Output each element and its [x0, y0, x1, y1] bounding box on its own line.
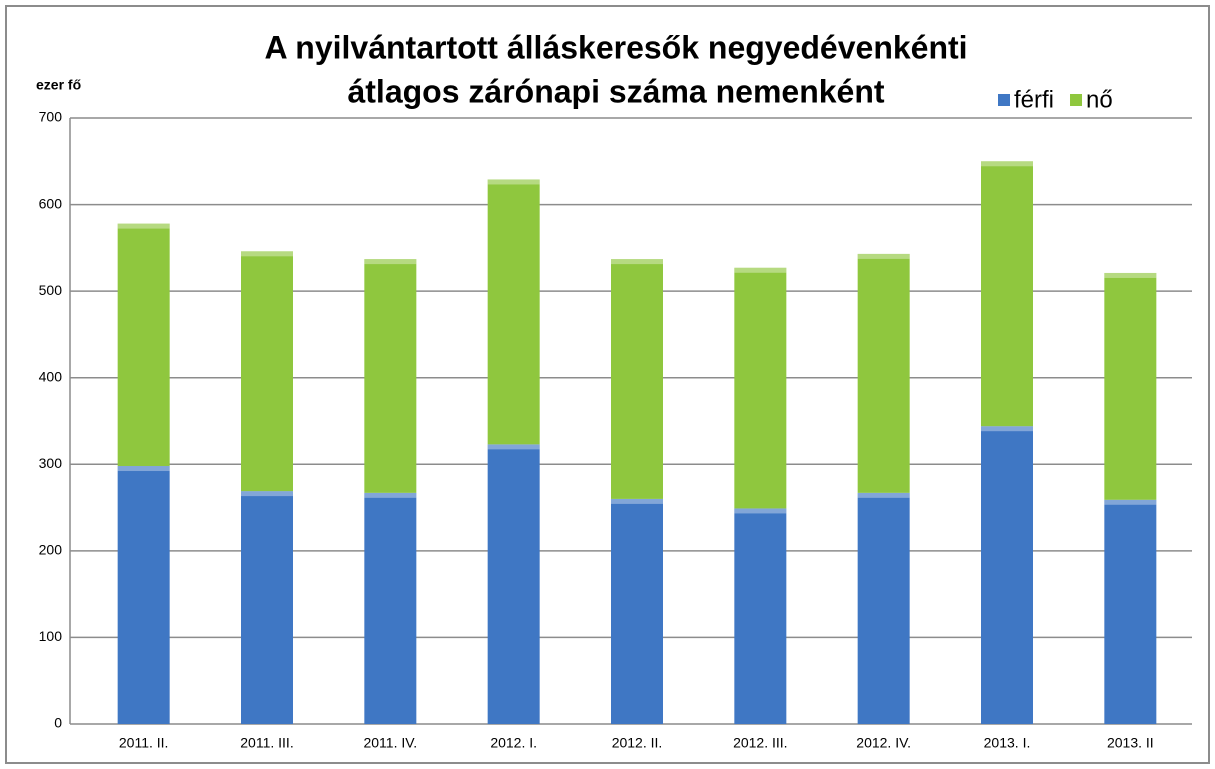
- x-tick-label: 2012. III.: [733, 735, 787, 751]
- bar-highlight: [857, 492, 910, 498]
- bar-segment: [981, 426, 1033, 724]
- x-tick-label: 2012. IV.: [856, 735, 911, 751]
- x-tick-label: 2013. I.: [984, 735, 1031, 751]
- bar-segment: [611, 259, 663, 499]
- x-tick-label: 2012. II.: [612, 735, 663, 751]
- x-tick-label: 2011. III.: [240, 735, 293, 751]
- bar-highlight: [734, 267, 787, 273]
- bar-highlight: [611, 498, 663, 504]
- bar-segment: [611, 498, 663, 724]
- bar-highlight: [981, 426, 1033, 432]
- legend-swatch: [998, 94, 1010, 106]
- bar-highlight: [241, 251, 293, 257]
- bar-segment: [734, 267, 787, 509]
- y-tick-label: 400: [39, 368, 63, 384]
- bar-segment: [117, 466, 170, 724]
- bar-segment: [1104, 272, 1157, 500]
- chart-title: A nyilvántartott álláskeresők negyedéven…: [264, 29, 967, 65]
- bar-segment: [487, 444, 540, 724]
- bar-highlight: [487, 444, 540, 450]
- y-tick-label: 100: [39, 628, 63, 644]
- bar-highlight: [857, 253, 910, 259]
- bar-segment: [734, 508, 787, 724]
- bar-segment: [117, 223, 170, 467]
- bar-highlight: [117, 223, 170, 229]
- bar-segment: [364, 259, 417, 493]
- bar-segment: [241, 251, 293, 492]
- bar-segment: [857, 253, 910, 493]
- bar-segment: [1104, 499, 1157, 724]
- bar-highlight: [1104, 499, 1157, 505]
- bar-highlight: [364, 259, 417, 265]
- bar-highlight: [1104, 272, 1157, 278]
- y-tick-label: 600: [39, 195, 63, 211]
- bar-segment: [981, 161, 1033, 427]
- chart-title: átlagos zárónapi száma nemenként: [347, 73, 884, 109]
- bar-segment: [487, 179, 540, 445]
- y-tick-label: 0: [54, 715, 62, 731]
- legend-label: nő: [1086, 86, 1113, 113]
- x-tick-label: 2012. I.: [490, 735, 537, 751]
- x-tick-label: 2013. II: [1107, 735, 1154, 751]
- bar-highlight: [611, 259, 663, 265]
- bar-highlight: [734, 508, 787, 514]
- bar-highlight: [241, 491, 293, 497]
- legend-label: férfi: [1014, 86, 1054, 113]
- x-tick-label: 2011. II.: [119, 735, 169, 751]
- legend-swatch: [1070, 94, 1083, 106]
- y-axis-label: ezer fő: [36, 77, 81, 93]
- y-tick-label: 300: [39, 455, 63, 471]
- bar-highlight: [117, 466, 170, 472]
- y-tick-label: 500: [39, 282, 63, 298]
- bar-segment: [364, 492, 417, 724]
- bar-highlight: [981, 161, 1033, 167]
- bar-highlight: [487, 179, 540, 185]
- bar-segment: [857, 492, 910, 724]
- y-tick-label: 200: [39, 542, 63, 558]
- x-tick-label: 2011. IV.: [363, 735, 417, 751]
- bar-segment: [241, 491, 293, 724]
- y-tick-label: 700: [39, 109, 63, 125]
- bar-highlight: [364, 492, 417, 498]
